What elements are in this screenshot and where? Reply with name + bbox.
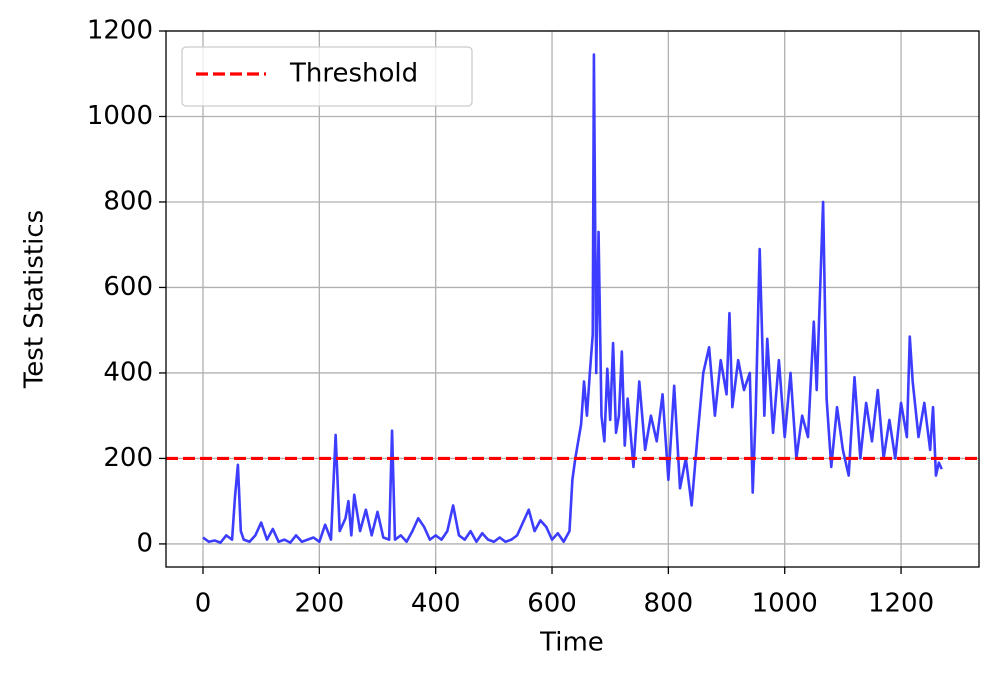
y-tick-label: 200 <box>103 443 153 473</box>
data-line <box>202 53 943 544</box>
y-tick-label: 600 <box>103 272 153 302</box>
x-axis-label: Time <box>539 628 604 658</box>
x-tick-label: 1000 <box>752 589 818 619</box>
y-tick-label: 0 <box>136 528 153 558</box>
x-tick-label: 200 <box>295 589 345 619</box>
x-tick-label: 0 <box>195 589 212 619</box>
legend-label: Threshold <box>289 59 418 89</box>
y-tick-label: 1000 <box>87 101 153 131</box>
plot-frame <box>165 30 980 568</box>
x-tick-label: 400 <box>411 589 461 619</box>
y-tick-label: 800 <box>103 186 153 216</box>
legend-box <box>181 46 473 107</box>
x-tick-label: 600 <box>527 589 577 619</box>
y-tick-label: 400 <box>103 357 153 387</box>
x-tick-label: 1200 <box>868 589 934 619</box>
y-axis-label: Test Statistics <box>20 210 50 389</box>
y-tick-label: 1200 <box>87 16 153 46</box>
x-tick-label: 800 <box>644 589 694 619</box>
